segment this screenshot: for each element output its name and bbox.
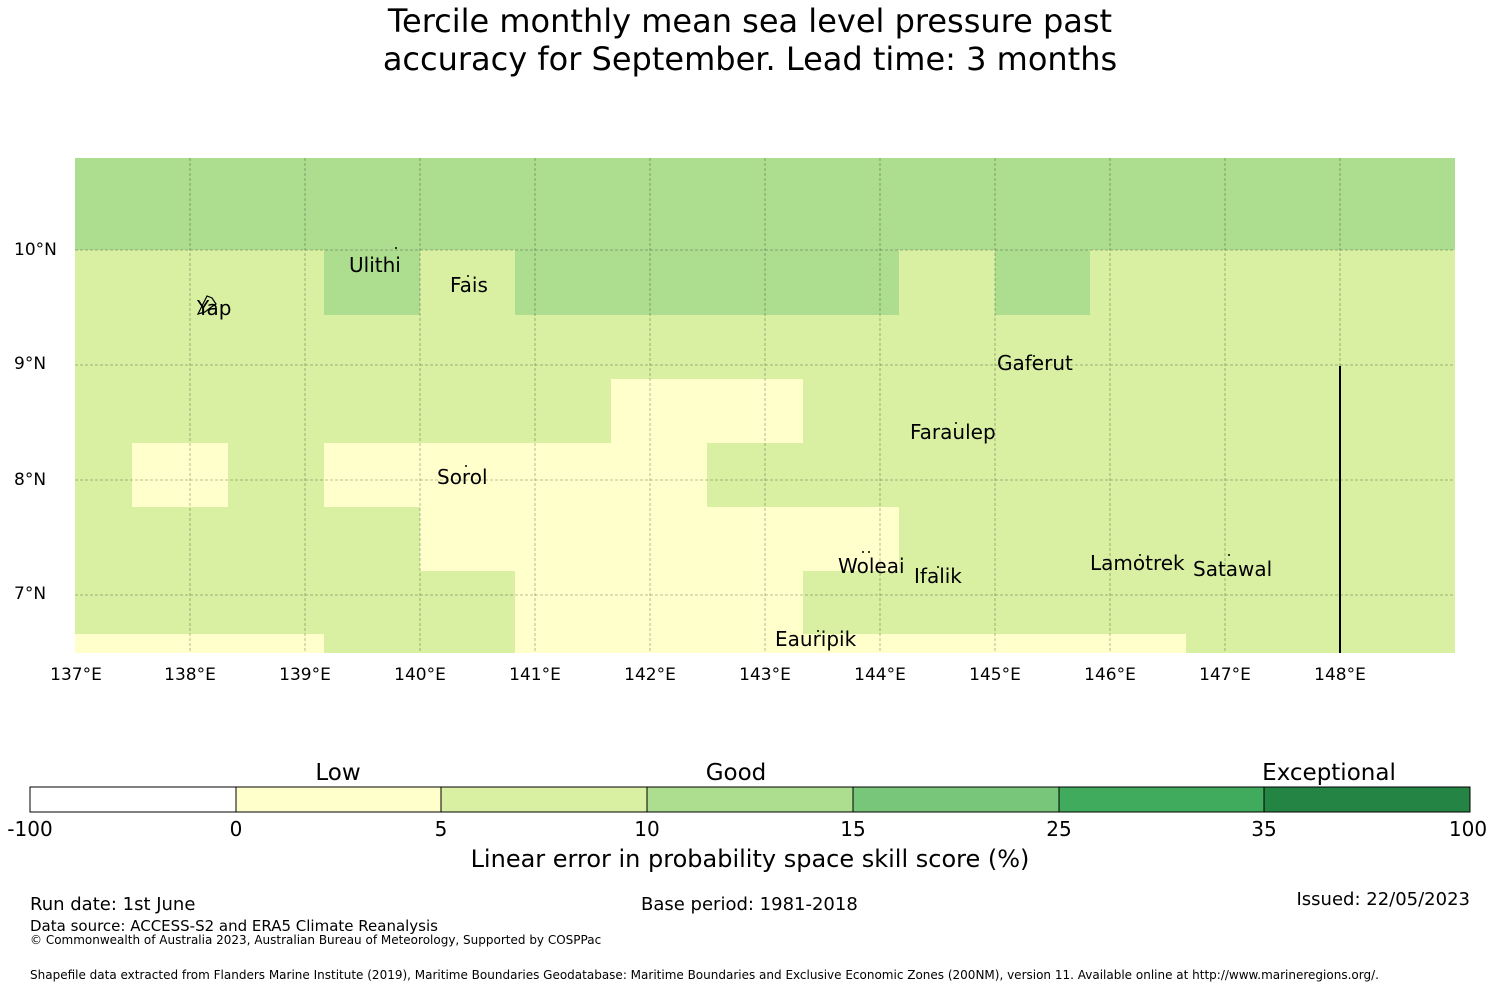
y-tick-label: 10°N (14, 240, 57, 260)
map-cell (75, 158, 1455, 250)
map-gridlines (75, 158, 1455, 653)
gaferut-dot (1033, 355, 1035, 357)
x-tick-label: 143°E (739, 665, 791, 685)
map-cell (803, 634, 1186, 653)
island-label-ifalik: Ifalik (914, 564, 962, 588)
map-cell (75, 634, 324, 653)
fais-dot (467, 275, 469, 277)
x-tick-label: 137°E (50, 665, 102, 685)
x-tick-label: 148°E (1314, 665, 1366, 685)
x-tick-label: 147°E (1199, 665, 1251, 685)
colorbar-swatch (1059, 787, 1264, 812)
lamotrek-dot (1139, 554, 1141, 556)
data-source: Data source: ACCESS-S2 and ERA5 Climate … (30, 917, 438, 935)
map-cells (75, 158, 1455, 653)
map-cell (324, 443, 707, 507)
colorbar-swatch (647, 787, 853, 812)
y-tick-label: 8°N (14, 470, 47, 490)
x-tick-label: 138°E (164, 665, 216, 685)
sorol-dot (465, 465, 467, 467)
faraulep-dot (955, 422, 957, 424)
colorbar-tick: -100 (7, 817, 53, 841)
island-shapes (196, 247, 1230, 632)
island-label-ulithi: Ulithi (349, 253, 401, 277)
map-cell (515, 250, 899, 315)
y-tick-label: 7°N (14, 584, 47, 604)
colorbar-category-exceptional: Exceptional (1262, 760, 1396, 786)
island-label-sorol: Sorol (437, 465, 488, 489)
colorbar-tick: 35 (1251, 817, 1277, 841)
island-label-yap: Yap (197, 296, 232, 320)
colorbar-tick: 15 (840, 817, 866, 841)
colorbar-swatch (853, 787, 1059, 812)
woleai-dot-2 (868, 551, 870, 553)
x-tick-label: 145°E (969, 665, 1021, 685)
island-label-lamotrek: Lamotrek (1090, 551, 1185, 575)
copyright: © Commonwealth of Australia 2023, Austra… (30, 933, 602, 947)
colorbar-category-low: Low (315, 760, 361, 786)
map-cell (324, 250, 420, 315)
map-cell (420, 507, 899, 571)
colorbar-swatch (30, 787, 236, 812)
colorbar-label: Linear error in probability space skill … (470, 845, 1030, 873)
x-tick-label: 139°E (279, 665, 331, 685)
island-label-eauripik: Eauripik (775, 627, 857, 651)
map-title-line1: Tercile monthly mean sea level pressure … (387, 2, 1113, 40)
island-label-satawal: Satawal (1193, 557, 1273, 581)
woleai-dot (862, 551, 864, 553)
x-tick-label: 144°E (854, 665, 906, 685)
island-label-faraulep: Faraulep (910, 420, 996, 444)
colorbar-tick: 0 (229, 817, 243, 841)
map-title-line2: accuracy for September. Lead time: 3 mon… (382, 40, 1118, 78)
colorbar-category-good: Good (705, 760, 767, 786)
ulithi-dot (395, 247, 397, 249)
issued-date: Issued: 22/05/2023 (1296, 889, 1470, 910)
ifalik-dot (937, 566, 939, 568)
island-label-woleai: Woleai (838, 554, 905, 578)
y-tick-label: 9°N (14, 354, 47, 374)
colorbar-swatch (236, 787, 441, 812)
colorbar-tick: 5 (434, 817, 448, 841)
x-tick-label: 141°E (509, 665, 561, 685)
colorbar-tick: 100 (1448, 817, 1488, 841)
island-label-gaferut: Gaferut (997, 351, 1073, 375)
map-cell (515, 571, 803, 653)
run-date: Run date: 1st June (30, 894, 196, 915)
satawal-dot (1228, 554, 1230, 556)
colorbar-tick: 25 (1046, 817, 1072, 841)
colorbar-tick: 10 (634, 817, 660, 841)
eauripik-dot (817, 630, 819, 632)
shapefile-credit: Shapefile data extracted from Flanders M… (30, 968, 1379, 982)
map-cell (132, 443, 228, 507)
colorbar-swatch (441, 787, 647, 812)
island-label-fais: Fais (450, 273, 488, 297)
colorbar-swatch (1264, 787, 1470, 812)
map-cell (995, 250, 1090, 315)
yap-island-shape (196, 295, 217, 315)
base-period: Base period: 1981-2018 (641, 894, 858, 915)
x-tick-label: 146°E (1084, 665, 1136, 685)
map-cell (611, 379, 803, 443)
x-tick-label: 142°E (624, 665, 676, 685)
x-tick-label: 140°E (394, 665, 446, 685)
